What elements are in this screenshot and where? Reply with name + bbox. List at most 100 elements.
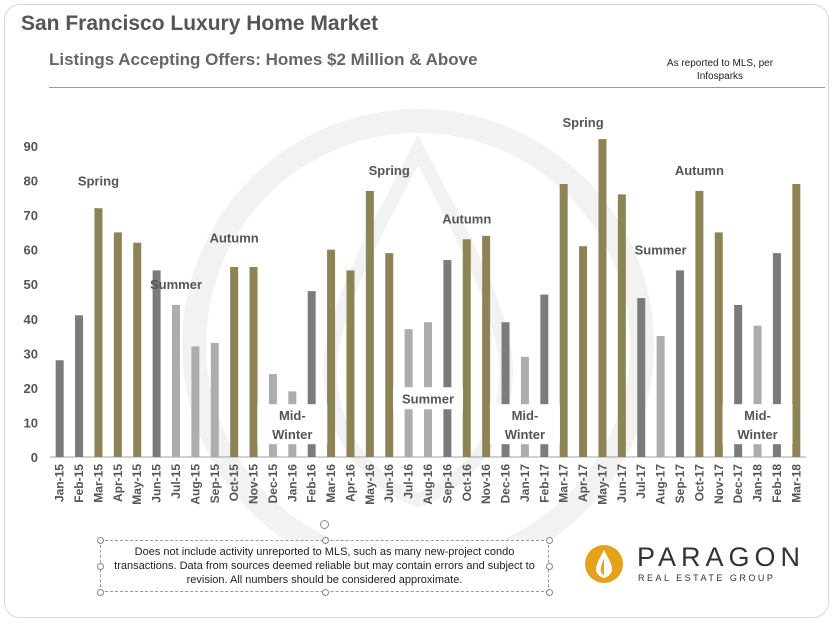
disclaimer-box: Does not include activity unreported to … xyxy=(100,540,549,592)
x-tick-label: Mar-15 xyxy=(91,464,105,503)
y-tick-label: 0 xyxy=(31,450,38,465)
bar-Apr-16 xyxy=(346,270,355,457)
x-tick-label: Jan-16 xyxy=(285,464,299,502)
chart-frame xyxy=(4,4,829,618)
selection-handle[interactable] xyxy=(322,589,329,596)
season-annotation: Winter xyxy=(272,427,312,442)
x-tick-label: May-15 xyxy=(130,464,144,505)
selection-handle[interactable] xyxy=(546,589,553,596)
selection-handle[interactable] xyxy=(546,563,553,570)
season-annotation: Autumn xyxy=(675,163,724,178)
bar-Mar-15 xyxy=(94,208,103,457)
selection-handle[interactable] xyxy=(322,537,329,544)
x-tick-label: Sep-16 xyxy=(440,464,454,504)
selection-handle[interactable] xyxy=(97,537,104,544)
bar-Jan-15 xyxy=(55,360,64,457)
season-annotation: Winter xyxy=(737,427,777,442)
chart-subtitle: Listings Accepting Offers: Homes $2 Mill… xyxy=(49,50,478,69)
y-tick-label: 90 xyxy=(24,139,38,154)
x-tick-label: Oct-16 xyxy=(460,464,474,502)
x-tick-label: Dec-17 xyxy=(731,464,745,504)
logo-name: PARAGON xyxy=(637,542,806,572)
x-tick-label: Jun-15 xyxy=(150,464,164,503)
header-rule xyxy=(49,87,825,88)
season-annotation: Spring xyxy=(78,174,119,189)
x-tick-label: Oct-15 xyxy=(227,464,241,502)
season-annotation: Mid- xyxy=(512,408,539,423)
bar-Apr-15 xyxy=(113,232,122,457)
x-tick-label: Feb-15 xyxy=(72,464,86,503)
selection-handle[interactable] xyxy=(546,537,553,544)
paragon-flame-logo xyxy=(585,545,623,583)
bar-Jun-15 xyxy=(152,270,161,457)
bar-Jul-17 xyxy=(637,298,646,457)
y-tick-label: 20 xyxy=(24,381,38,396)
watermark-logo xyxy=(182,109,654,540)
x-tick-label: Jan-18 xyxy=(751,464,765,502)
annotation-box xyxy=(722,404,793,445)
bar-Nov-16 xyxy=(482,235,491,457)
y-tick-label: 10 xyxy=(24,415,38,430)
x-tick-label: Oct-17 xyxy=(692,464,706,502)
x-tick-label: Jan-15 xyxy=(53,464,67,502)
bar-Dec-16 xyxy=(501,322,510,457)
bar-May-15 xyxy=(133,242,142,457)
bar-Jun-17 xyxy=(617,194,626,457)
x-tick-label: Mar-18 xyxy=(789,464,803,503)
bar-Jun-16 xyxy=(385,253,394,457)
bar-Sep-15 xyxy=(210,342,219,457)
season-annotation: Summer xyxy=(635,243,687,258)
bar-Feb-18 xyxy=(772,253,781,457)
bar-Mar-18 xyxy=(792,184,801,457)
x-tick-label: Aug-17 xyxy=(654,464,668,505)
x-tick-label: Aug-15 xyxy=(188,464,202,505)
bar-May-16 xyxy=(365,190,374,457)
season-annotation: Autumn xyxy=(442,212,491,227)
y-tick-label: 80 xyxy=(24,174,38,189)
bar-Mar-17 xyxy=(559,184,568,457)
selection-handle[interactable] xyxy=(97,589,104,596)
season-annotation: Spring xyxy=(369,163,410,178)
x-tick-label: Nov-16 xyxy=(479,464,493,504)
x-tick-label: Feb-16 xyxy=(305,464,319,503)
bar-Aug-17 xyxy=(656,336,665,457)
x-tick-label: Dec-16 xyxy=(499,464,513,504)
x-tick-label: Feb-18 xyxy=(770,464,784,503)
x-tick-label: Nov-15 xyxy=(247,464,261,504)
x-tick-label: Apr-15 xyxy=(111,464,125,502)
bar-Jul-15 xyxy=(172,304,180,457)
x-tick-label: Apr-16 xyxy=(343,464,357,502)
bar-chart: 0 10 20 30 40 50 60 70 80 90 Jan-15 Feb-15 Mar-15 Apr… xyxy=(24,109,806,540)
selection-handle[interactable] xyxy=(97,563,104,570)
season-annotation: Mid- xyxy=(744,408,771,423)
bar-Oct-15 xyxy=(230,266,239,457)
rotate-handle[interactable] xyxy=(320,520,329,529)
x-tick-label: Sep-15 xyxy=(208,464,222,504)
y-tick-label: 30 xyxy=(24,346,38,361)
season-annotation: Autumn xyxy=(210,231,259,246)
y-tick-label: 50 xyxy=(24,277,38,292)
x-tick-label: Jun-17 xyxy=(615,464,629,503)
bar-May-17 xyxy=(598,139,607,458)
annotation-box xyxy=(489,404,560,445)
x-tick-label: Mar-16 xyxy=(324,464,338,503)
annotation-box xyxy=(257,404,328,445)
bar-Nov-15 xyxy=(249,266,258,457)
y-tick-label: 70 xyxy=(24,208,38,223)
logo-subtitle: REAL ESTATE GROUP xyxy=(638,573,776,583)
bar-Sep-17 xyxy=(676,270,684,457)
chart-title: San Francisco Luxury Home Market xyxy=(21,12,379,35)
y-tick-label: 60 xyxy=(24,243,38,258)
season-annotation: Summer xyxy=(402,391,454,406)
x-tick-label: Jul-17 xyxy=(634,464,648,499)
bar-Jan-18 xyxy=(753,325,762,457)
bar-Feb-16 xyxy=(307,291,316,457)
x-tick-label: Aug-16 xyxy=(421,464,435,505)
x-tick-label: Apr-17 xyxy=(576,464,590,502)
x-tick-label: Jul-16 xyxy=(402,464,416,499)
x-tick-label: Jun-16 xyxy=(382,464,396,503)
season-annotation: Spring xyxy=(562,115,603,130)
x-tick-label: Jan-17 xyxy=(518,464,532,502)
bar-Oct-17 xyxy=(695,190,704,457)
bar-Mar-16 xyxy=(327,249,336,457)
